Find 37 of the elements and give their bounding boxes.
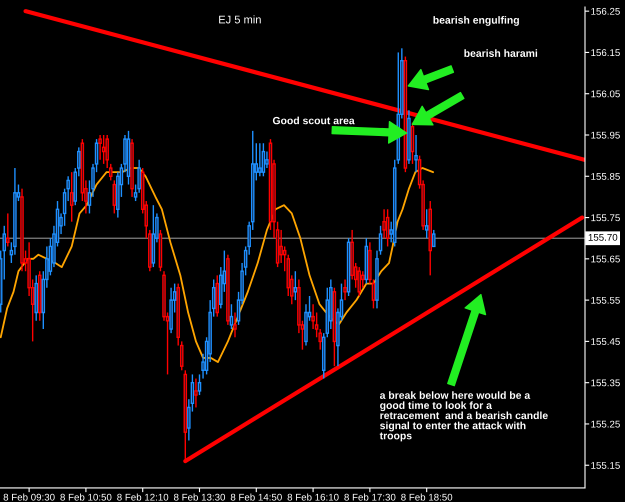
x-tick-label: 8 Feb 18:50 [401, 494, 452, 501]
candlestick [357, 266, 361, 297]
annotation: bearish engulfing [433, 16, 519, 26]
candlestick [198, 374, 202, 396]
y-tick-label: 155.95 [591, 132, 620, 139]
y-tick-label: 155.25 [591, 420, 620, 428]
y-tick-label: 155.55 [591, 296, 620, 304]
annotation: bearish harami [464, 49, 538, 57]
y-tick-label: 155.85 [591, 173, 620, 180]
annotation: Good scout area [272, 116, 355, 124]
x-tick-label: 8 Feb 12:10 [117, 494, 168, 501]
ref-line-label: 155.70 [588, 234, 618, 241]
x-tick-label: 8 Feb 14:50 [230, 494, 282, 501]
y-tick-label: 155.65 [591, 256, 620, 262]
x-tick-label: 8 Feb 17:30 [344, 494, 396, 501]
y-tick-label: 155.35 [591, 379, 620, 386]
x-tick-label: 8 Feb 10:50 [60, 494, 112, 501]
candlestick [112, 180, 116, 214]
x-tick-label: 8 Feb 16:10 [288, 494, 339, 501]
y-tick-label: 156.05 [591, 90, 620, 98]
x-tick-label: 8 Feb 09:30 [4, 494, 55, 501]
x-tick-label: 8 Feb 13:30 [174, 494, 226, 501]
candlestick [194, 378, 198, 408]
y-tick-label: 155.45 [591, 338, 620, 346]
y-tick-label: 156.15 [591, 49, 620, 56]
candlestick [258, 142, 262, 177]
candlestick [102, 134, 106, 165]
candlestick [386, 208, 390, 248]
y-tick-label: 156.25 [591, 8, 620, 15]
y-tick-label: 155.75 [591, 214, 620, 222]
y-tick-label: 155.15 [591, 462, 620, 469]
candlestick [98, 134, 102, 160]
text: EJ 5 min [219, 15, 261, 24]
candlestick [262, 142, 266, 177]
annotation: a break below here would be a good time to look for a retracement and a bearish candle signal to enter the attack with troops [380, 391, 548, 442]
candlestick [6, 212, 10, 248]
candlestick [70, 171, 74, 222]
